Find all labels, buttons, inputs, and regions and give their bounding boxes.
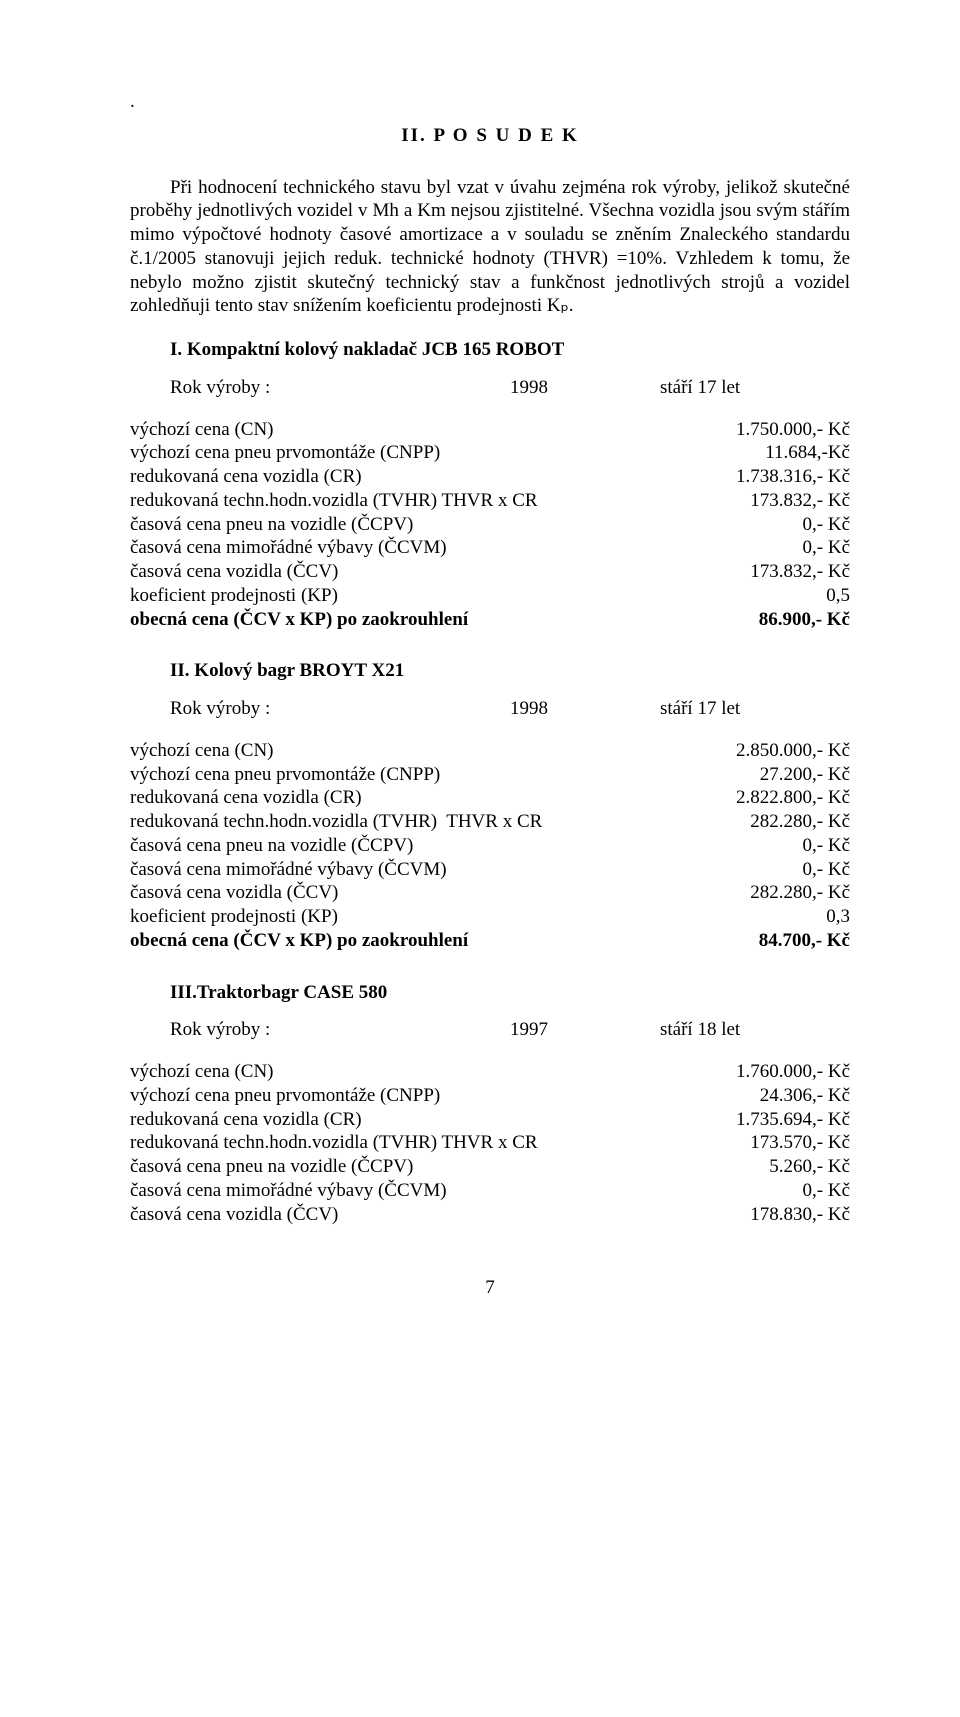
v1-cnpp: 11.684,-Kč: [680, 441, 850, 465]
v2-ccv: 282.280,- Kč: [680, 881, 850, 905]
label-cn: výchozí cena (CN): [130, 1060, 680, 1084]
v2-cnpp: 27.200,- Kč: [680, 763, 850, 787]
section-head-2: II. Kolový bagr BROYT X21: [170, 659, 850, 683]
label-ccv: časová cena vozidla (ČCV): [130, 560, 680, 584]
v2-ccvm: 0,- Kč: [680, 858, 850, 882]
label-kp: koeficient prodejnosti (KP): [130, 905, 680, 929]
label-ccvm: časová cena mimořádné výbavy (ČCVM): [130, 536, 680, 560]
stray-dot: .: [130, 90, 850, 114]
v3-ccpv: 5.260,- Kč: [680, 1155, 850, 1179]
v1-obec: 86.900,- Kč: [680, 608, 850, 632]
section-head-1: I. Kompaktní kolový nakladač JCB 165 ROB…: [170, 338, 850, 362]
v2-tvhr: 282.280,- Kč: [680, 810, 850, 834]
age-value-3: stáří 18 let: [660, 1018, 740, 1042]
v1-kp: 0,5: [680, 584, 850, 608]
label-cnpp: výchozí cena pneu prvomontáže (CNPP): [130, 763, 680, 787]
cost-block-3: výchozí cena (CN)1.760.000,- Kč výchozí …: [130, 1060, 850, 1226]
label-cr: redukovaná cena vozidla (CR): [130, 786, 680, 810]
v3-cn: 1.760.000,- Kč: [680, 1060, 850, 1084]
label-kp: koeficient prodejnosti (KP): [130, 584, 680, 608]
v3-ccvm: 0,- Kč: [680, 1179, 850, 1203]
label-ccvm: časová cena mimořádné výbavy (ČCVM): [130, 858, 680, 882]
label-cr: redukovaná cena vozidla (CR): [130, 465, 680, 489]
age-value-1: stáří 17 let: [660, 376, 740, 400]
label-cn: výchozí cena (CN): [130, 739, 680, 763]
label-ccpv: časová cena pneu na vozidle (ČCPV): [130, 834, 680, 858]
v1-ccv: 173.832,- Kč: [680, 560, 850, 584]
v2-kp: 0,3: [680, 905, 850, 929]
v2-ccpv: 0,- Kč: [680, 834, 850, 858]
label-cnpp: výchozí cena pneu prvomontáže (CNPP): [130, 441, 680, 465]
v1-cn: 1.750.000,- Kč: [680, 418, 850, 442]
label-tvhr: redukovaná techn.hodn.vozidla (TVHR) THV…: [130, 1131, 680, 1155]
year-row-2: Rok výroby : 1998 stáří 17 let: [170, 697, 850, 721]
label-tvhr: redukovaná techn.hodn.vozidla (TVHR) THV…: [130, 489, 680, 513]
year-row-1: Rok výroby : 1998 stáří 17 let: [170, 376, 850, 400]
v3-ccv: 178.830,- Kč: [680, 1203, 850, 1227]
v2-obec: 84.700,- Kč: [680, 929, 850, 953]
cost-block-1: výchozí cena (CN)1.750.000,- Kč výchozí …: [130, 418, 850, 632]
label-obec: obecná cena (ČCV x KP) po zaokrouhlení: [130, 929, 680, 953]
label-ccpv: časová cena pneu na vozidle (ČCPV): [130, 513, 680, 537]
year-row-3: Rok výroby : 1997 stáří 18 let: [170, 1018, 850, 1042]
v1-ccvm: 0,- Kč: [680, 536, 850, 560]
label-cnpp: výchozí cena pneu prvomontáže (CNPP): [130, 1084, 680, 1108]
v3-tvhr: 173.570,- Kč: [680, 1131, 850, 1155]
label-cr: redukovaná cena vozidla (CR): [130, 1108, 680, 1132]
year-label: Rok výroby :: [170, 376, 510, 400]
year-value-2: 1998: [510, 697, 660, 721]
year-value-1: 1998: [510, 376, 660, 400]
v3-cr: 1.735.694,- Kč: [680, 1108, 850, 1132]
age-value-2: stáří 17 let: [660, 697, 740, 721]
v1-ccpv: 0,- Kč: [680, 513, 850, 537]
label-ccpv: časová cena pneu na vozidle (ČCPV): [130, 1155, 680, 1179]
v2-cr: 2.822.800,- Kč: [680, 786, 850, 810]
v1-tvhr: 173.832,- Kč: [680, 489, 850, 513]
label-ccv: časová cena vozidla (ČCV): [130, 1203, 680, 1227]
label-ccvm: časová cena mimořádné výbavy (ČCVM): [130, 1179, 680, 1203]
v3-cnpp: 24.306,- Kč: [680, 1084, 850, 1108]
v2-cn: 2.850.000,- Kč: [680, 739, 850, 763]
paragraph-intro: Při hodnocení technického stavu byl vzat…: [130, 176, 850, 319]
label-tvhr: redukovaná techn.hodn.vozidla (TVHR) THV…: [130, 810, 680, 834]
page-number: 7: [130, 1276, 850, 1300]
v1-cr: 1.738.316,- Kč: [680, 465, 850, 489]
year-label: Rok výroby :: [170, 1018, 510, 1042]
page-title: II. P O S U D E K: [130, 124, 850, 148]
cost-block-2: výchozí cena (CN)2.850.000,- Kč výchozí …: [130, 739, 850, 953]
section-head-3: III.Traktorbagr CASE 580: [170, 981, 850, 1005]
label-obec: obecná cena (ČCV x KP) po zaokrouhlení: [130, 608, 680, 632]
label-ccv: časová cena vozidla (ČCV): [130, 881, 680, 905]
label-cn: výchozí cena (CN): [130, 418, 680, 442]
year-label: Rok výroby :: [170, 697, 510, 721]
year-value-3: 1997: [510, 1018, 660, 1042]
